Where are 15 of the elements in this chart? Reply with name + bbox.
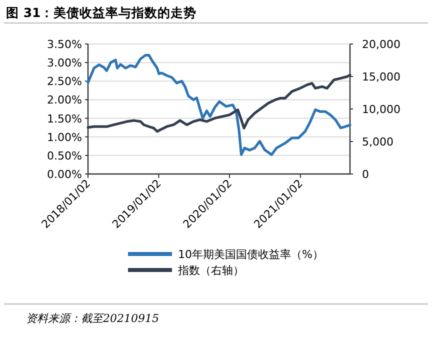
title: 图 31：美债收益率与指数的走势 bbox=[6, 5, 197, 20]
y-tick-label: 2.50% bbox=[47, 75, 82, 88]
y-tick-label: 1.00% bbox=[47, 130, 82, 144]
y-tick-label: 2.00% bbox=[47, 94, 82, 107]
y-tick-label: 0.00% bbox=[47, 168, 82, 181]
y-tick-label: 1.50% bbox=[47, 112, 82, 126]
y2-tick-label: 10,000 bbox=[362, 103, 400, 116]
y2-tick-label: 15,000 bbox=[362, 70, 400, 84]
y-tick-label: 0.50% bbox=[47, 149, 82, 162]
y-tick-label: 3.50% bbox=[47, 38, 82, 51]
y2-tick-label: 0 bbox=[362, 168, 369, 181]
y2-tick-label: 5,000 bbox=[362, 136, 394, 148]
y-tick-label: 3.00% bbox=[47, 56, 82, 70]
y2-tick-label: 20,000 bbox=[362, 38, 400, 51]
text: 资料来源：截至20210915 bbox=[26, 312, 159, 325]
